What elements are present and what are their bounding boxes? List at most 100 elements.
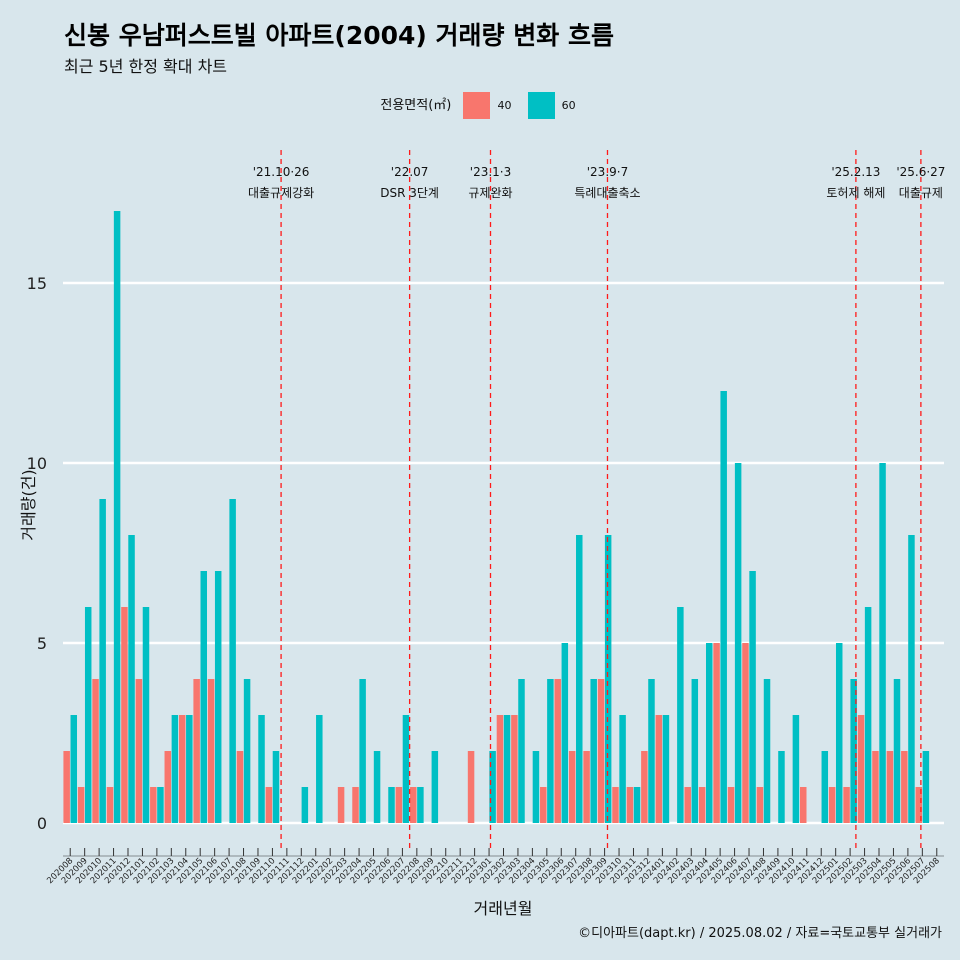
- event-date: '23.9·7: [587, 165, 628, 179]
- bar-60-202107: [229, 499, 236, 823]
- bar-60-202204: [359, 679, 366, 823]
- bar-60-202308: [590, 679, 597, 823]
- event-date: '25.6·27: [896, 165, 945, 179]
- bar-60-202110: [272, 751, 280, 823]
- bar-60-202105: [200, 571, 208, 823]
- bar-60-202503: [864, 607, 872, 823]
- bar-40-202208: [410, 787, 417, 823]
- legend-item-40: 40: [463, 92, 515, 119]
- bar-60-202311: [633, 787, 641, 823]
- bar-40-202106: [207, 679, 215, 823]
- bar-40-202303: [511, 715, 518, 823]
- bar-60-202209: [431, 751, 439, 823]
- bar-40-202305: [540, 787, 547, 823]
- bar-60-202306: [561, 643, 569, 823]
- bar-40-202212: [467, 751, 475, 823]
- event-label: 대출규제강화: [248, 186, 314, 200]
- bar-40-202404: [698, 787, 706, 823]
- event-label: 특례대출축소: [574, 186, 640, 200]
- bar-60-202101: [142, 607, 150, 823]
- bar-60-202301: [489, 751, 496, 823]
- legend-label-60: 60: [561, 99, 576, 112]
- bar-40-202411: [799, 787, 807, 823]
- bar-60-202309: [604, 535, 612, 823]
- bar-40-202408: [756, 787, 764, 823]
- bar-40-202501: [828, 787, 836, 823]
- event-date: '21.10·26: [253, 165, 310, 179]
- bar-60-202310: [619, 715, 626, 823]
- bar-60-202407: [749, 571, 756, 823]
- bar-40-202311: [626, 787, 634, 823]
- bar-40-202101: [135, 679, 143, 823]
- bar-40-202108: [236, 751, 244, 823]
- bar-60-202406: [734, 463, 742, 823]
- bar-40-202308: [583, 751, 590, 823]
- bar-60-202112: [301, 787, 309, 823]
- bar-40-202405: [713, 643, 720, 823]
- bar-60-202504: [879, 463, 886, 823]
- bar-40-202207: [395, 787, 403, 823]
- bar-40-202302: [496, 715, 504, 823]
- bar-40-202502: [843, 787, 850, 823]
- bar-60-202011: [113, 211, 121, 823]
- bar-60-202405: [720, 391, 727, 823]
- bar-40-202503: [857, 715, 865, 823]
- bar-60-202401: [662, 715, 670, 823]
- y-tick-label: 0: [37, 814, 47, 833]
- bar-60-202507: [922, 751, 930, 823]
- bar-40-202008: [63, 751, 70, 823]
- bar-60-202307: [576, 535, 583, 823]
- event-date: '25.2.13: [831, 165, 880, 179]
- event-label: 토허제 해제: [826, 186, 885, 200]
- bar-60-202501: [835, 643, 843, 823]
- bar-40-202110: [265, 787, 273, 823]
- event-label: 규제완화: [468, 186, 512, 200]
- bar-40-202407: [742, 643, 749, 823]
- bar-60-202403: [691, 679, 699, 823]
- bar-60-202505: [893, 679, 901, 823]
- bar-60-202208: [417, 787, 424, 823]
- bar-60-202206: [388, 787, 395, 823]
- bar-60-202108: [243, 679, 251, 823]
- y-axis-title: 거래량(건): [19, 469, 38, 540]
- legend-title: 전용면적(㎡): [380, 98, 452, 113]
- bar-60-202410: [792, 715, 800, 823]
- bar-40-202010: [92, 679, 99, 823]
- legend: 전용면적(㎡) 40 60: [0, 92, 960, 119]
- bar-60-202205: [373, 751, 381, 823]
- bar-40-202105: [193, 679, 200, 823]
- bar-40-202009: [77, 787, 85, 823]
- bar-60-202409: [778, 751, 785, 823]
- bar-40-202012: [121, 607, 128, 823]
- bar-40-202406: [727, 787, 735, 823]
- bar-60-202104: [186, 715, 193, 823]
- bar-60-202402: [677, 607, 684, 823]
- event-date: '23.1·3: [470, 165, 511, 179]
- event-date: '22.07: [391, 165, 429, 179]
- bar-60-202304: [532, 751, 540, 823]
- bar-40-202011: [106, 787, 114, 823]
- x-axis-title: 거래년월: [474, 899, 533, 918]
- bar-60-202412: [821, 751, 829, 823]
- bar-60-202106: [214, 571, 222, 823]
- bar-60-202109: [258, 715, 265, 823]
- bar-60-202302: [503, 715, 511, 823]
- bar-40-202309: [597, 679, 605, 823]
- bar-60-202201: [316, 715, 323, 823]
- bar-40-202104: [178, 715, 186, 823]
- bar-60-202312: [648, 679, 655, 823]
- legend-swatch-60: [527, 92, 555, 119]
- event-label: 대출규제: [899, 186, 943, 200]
- bar-60-202103: [171, 715, 179, 823]
- bar-40-202102: [150, 787, 157, 823]
- bar-60-202102: [157, 787, 164, 823]
- legend-label-40: 40: [497, 99, 512, 112]
- bar-40-202401: [655, 715, 663, 823]
- bar-60-202404: [705, 643, 713, 823]
- bar-40-202312: [641, 751, 648, 823]
- bar-40-202504: [872, 751, 879, 823]
- y-tick-label: 5: [37, 634, 47, 653]
- bar-60-202009: [84, 607, 92, 823]
- chart-subtitle: 최근 5년 한정 확대 차트: [64, 57, 228, 76]
- chart-title: 신봉 우남퍼스트빌 아파트(2004) 거래량 변화 흐름: [64, 21, 614, 50]
